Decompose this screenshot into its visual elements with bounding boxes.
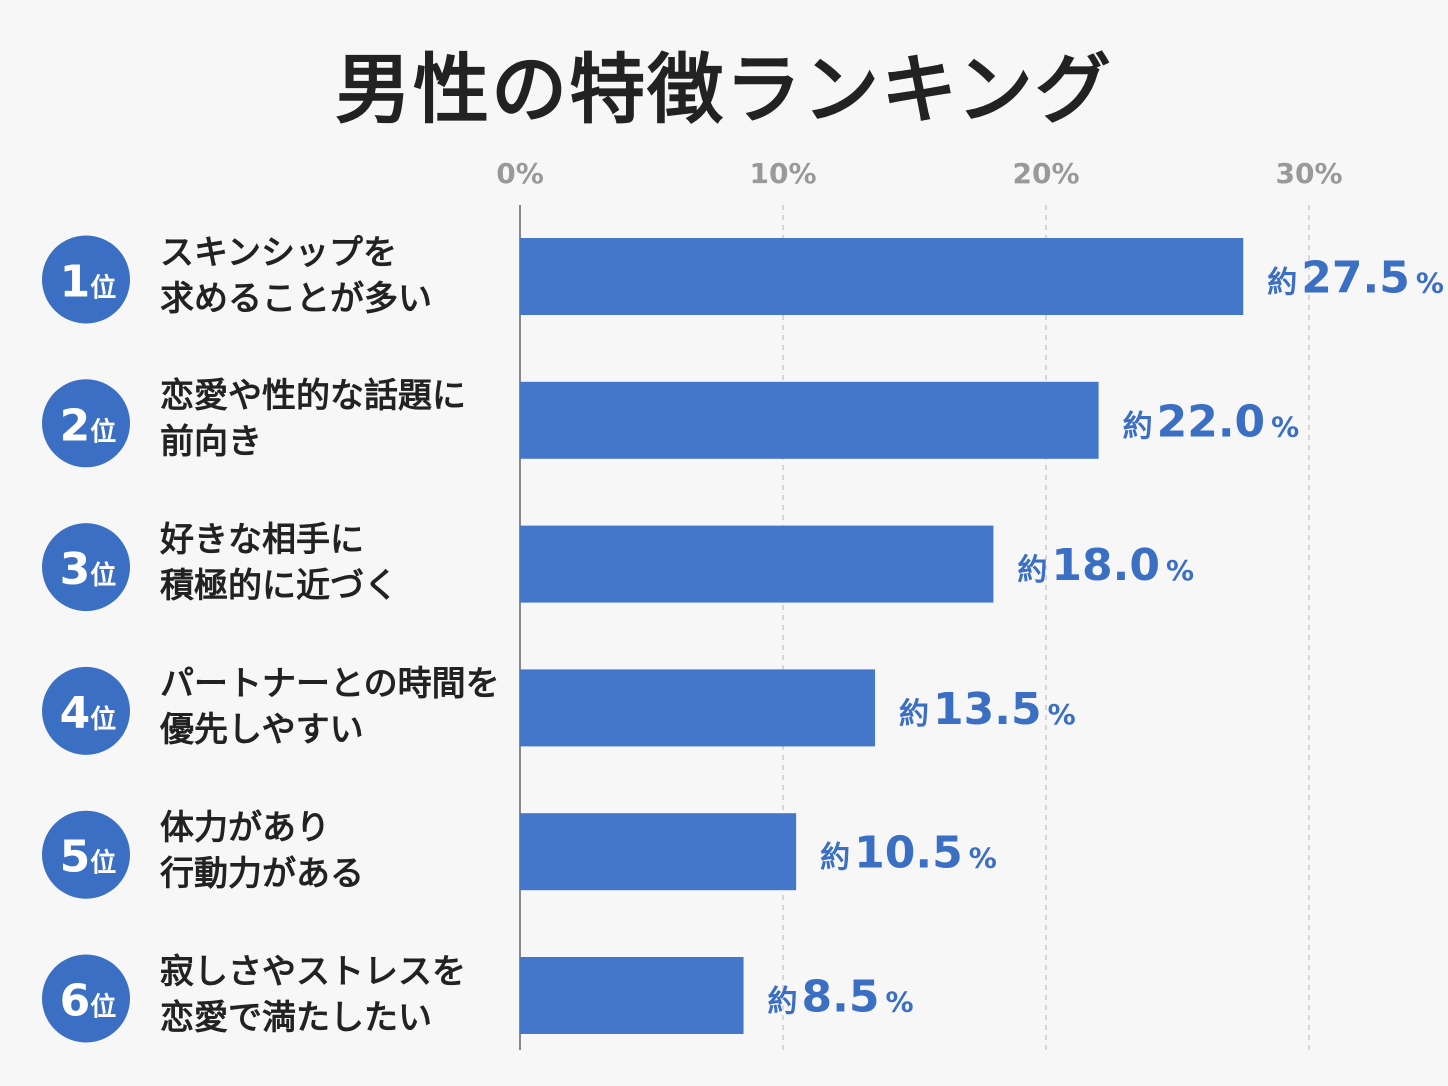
data-label-prefix: 約 [1267,266,1297,301]
data-label-value: 10.5 [854,828,963,879]
data-label-unit: % [1166,554,1194,587]
rank-badge-text: 5位 [60,832,117,883]
data-label-unit: % [886,986,914,1019]
rank-suffix: 位 [90,848,116,879]
rank-badge [42,954,130,1043]
data-label: 約13.5% [899,684,1076,735]
data-label-unit: % [1271,410,1299,443]
data-label-value: 22.0 [1157,396,1266,447]
data-label-unit: % [1048,698,1076,731]
category-label: 体力があり 行動力がある [160,807,364,894]
category-label: スキンシップを 求めることが多い [160,232,432,319]
data-label-value: 27.5 [1301,253,1410,304]
category-label: 寂しさやストレスを 恋愛で満たしたい [160,951,466,1038]
rank-badge [42,810,130,899]
rank-badge-text: 4位 [60,688,117,739]
rank-suffix: 位 [90,560,116,591]
x-tick-label: 30% [1275,157,1342,190]
rank-badge [42,235,130,324]
data-label-value: 13.5 [933,684,1042,735]
rank-number: 6 [60,976,91,1027]
rank-badge [42,666,130,755]
rank-suffix: 位 [90,992,116,1023]
data-label-value: 8.5 [802,972,880,1023]
rank-badge-text: 1位 [60,257,117,308]
data-label: 約10.5% [820,828,997,879]
data-label: 約22.0% [1123,396,1300,447]
data-label: 約18.0% [1017,540,1194,591]
data-label-prefix: 約 [820,841,850,876]
rank-badge [42,379,130,468]
rank-badge-text: 3位 [60,544,117,595]
rank-number: 3 [60,544,91,595]
data-label: 約8.5% [768,972,914,1023]
data-label: 約27.5% [1267,253,1444,304]
data-label-value: 18.0 [1051,540,1160,591]
x-tick-label: 20% [1012,157,1079,190]
rank-number: 2 [60,400,91,451]
rank-number: 5 [60,832,91,883]
data-label-prefix: 約 [1123,409,1153,444]
x-tick-label: 0% [496,157,544,190]
data-label-unit: % [969,842,997,875]
category-label: パートナーとの時間を 優先しやすい [160,663,500,750]
chart-title: 男性の特徴ランキング [335,45,1113,134]
bar-rank-2 [520,381,1099,459]
bar-rank-5 [520,813,797,891]
rank-badge-text: 2位 [60,400,117,451]
bar-rank-4 [520,669,876,747]
rank-number: 1 [60,257,91,308]
rank-suffix: 位 [90,273,116,304]
bar-rank-6 [520,957,744,1034]
data-label-prefix: 約 [1017,553,1047,588]
bar-rank-1 [520,238,1244,315]
data-label-unit: % [1416,267,1444,300]
bar-rank-3 [520,525,994,603]
rank-suffix: 位 [90,416,116,447]
data-label-prefix: 約 [768,985,798,1020]
x-tick-label: 10% [749,157,816,190]
category-label: 好きな相手に 積極的に近づく [160,520,398,607]
rank-suffix: 位 [90,704,116,735]
rank-number: 4 [60,688,91,739]
category-label: 恋愛や性的な話題に 前向き [160,376,466,463]
data-label-prefix: 約 [899,697,929,732]
rank-badge-text: 6位 [60,976,117,1027]
rank-badge [42,523,130,612]
